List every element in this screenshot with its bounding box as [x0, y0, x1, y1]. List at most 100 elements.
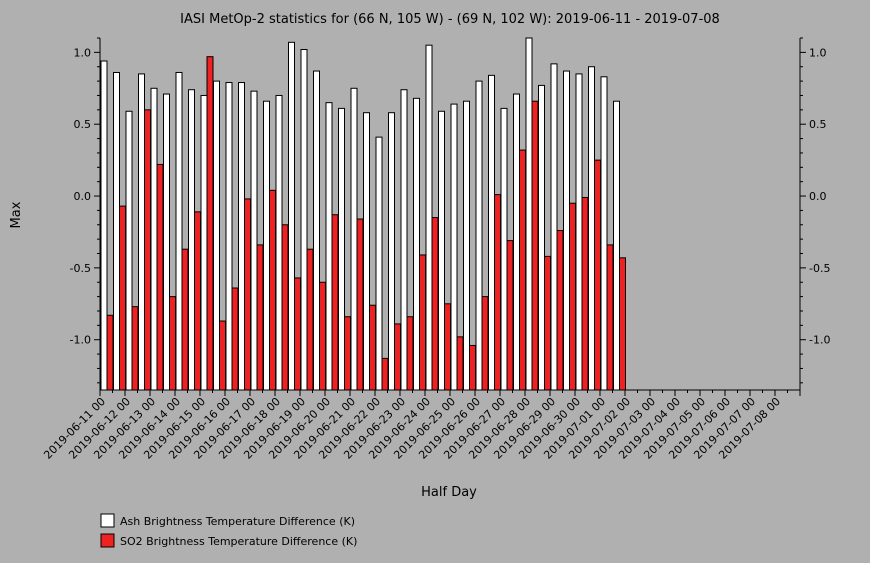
bar-ash [200, 94, 208, 391]
bar-ash [525, 37, 533, 391]
bar-ash [575, 73, 583, 391]
bar-so2 [281, 224, 289, 391]
bar-ash [500, 107, 508, 391]
bar-ash [550, 63, 558, 391]
bar-ash [300, 48, 308, 391]
y-tick-label-left: 0.0 [74, 190, 92, 203]
bar-so2 [544, 255, 551, 391]
bar-so2 [556, 230, 564, 391]
bar-ash [125, 110, 133, 391]
y-tick-label-left: 0.5 [74, 118, 92, 131]
legend: Ash Brightness Temperature Difference (K… [100, 513, 357, 548]
bar-so2 [269, 189, 276, 391]
bar-so2 [231, 287, 239, 391]
bar-ash [238, 82, 245, 391]
bar-so2 [156, 163, 164, 391]
bar-ash [138, 73, 145, 391]
bar-so2 [469, 344, 476, 391]
bar-ash [400, 89, 408, 391]
bar-ash [463, 100, 470, 391]
bar-so2 [106, 314, 114, 391]
bar-so2 [481, 296, 489, 391]
bar-ash [388, 112, 395, 391]
bar-so2 [356, 218, 364, 391]
bar-ash [313, 70, 320, 391]
bar-so2 [581, 196, 589, 391]
bar-ash [488, 74, 495, 391]
y-tick-label-right: 0.5 [809, 118, 827, 131]
bar-so2 [519, 149, 526, 391]
bar-so2 [506, 240, 514, 391]
bar-ash [613, 100, 620, 391]
bar-ash [588, 66, 595, 391]
y-tick-label-right: -0.5 [809, 262, 830, 275]
x-axis-label: Half Day [421, 485, 477, 500]
bar-so2 [394, 323, 401, 391]
y-tick-label-left: -1.0 [70, 334, 91, 347]
bar-ash [450, 103, 458, 391]
bar-ash [113, 71, 120, 391]
bar-so2 [344, 316, 351, 391]
bar-ash [213, 80, 220, 391]
bar-so2 [406, 316, 414, 391]
bar-ash [350, 87, 358, 391]
bar-ash [175, 71, 183, 391]
bar-so2 [456, 336, 464, 391]
bar-ash [413, 97, 420, 391]
plot-area: 1.0 1.00.5 0.50.0 0.0-0.5 -0.5-1.0 -1.02019-0… [41, 37, 830, 462]
bar-ash [475, 80, 483, 391]
bar-ash [225, 82, 233, 391]
bar-ash [163, 93, 170, 391]
bar-so2 [381, 357, 389, 391]
bar-ash [438, 110, 445, 391]
bar-so2 [431, 217, 439, 391]
bar-ash [263, 100, 270, 391]
bar-ash [188, 89, 195, 391]
bar-ash [563, 70, 570, 391]
bar-so2 [194, 211, 201, 391]
bar-so2 [219, 320, 226, 391]
bar-so2 [531, 100, 539, 391]
bar-ash [100, 60, 108, 391]
bar-ash [150, 87, 158, 391]
bar-so2 [206, 56, 214, 391]
bar-so2 [306, 248, 314, 391]
y-tick-label-left: 1.0 [74, 46, 92, 59]
bar-so2 [331, 214, 339, 391]
bar-so2 [131, 306, 139, 391]
bar-so2 [369, 304, 376, 391]
y-tick-label-right: -1.0 [809, 334, 830, 347]
legend-label-ash: Ash Brightness Temperature Difference (K… [120, 515, 355, 528]
y-tick-label-right: 1.0 [809, 46, 827, 59]
bar-ash [375, 136, 383, 391]
bar-ash [325, 102, 333, 391]
bar-so2 [244, 198, 251, 391]
bar-ash [600, 76, 608, 391]
legend-swatch-ash [100, 513, 115, 528]
bar-so2 [319, 281, 326, 391]
bar-so2 [294, 277, 301, 391]
legend-label-so2: SO2 Brightness Temperature Difference (K… [120, 535, 357, 548]
bar-ash [275, 94, 283, 391]
bar-so2 [569, 202, 576, 391]
bar-ash [513, 93, 520, 391]
bar-so2 [619, 257, 626, 391]
bar-so2 [119, 205, 126, 391]
bar-so2 [594, 159, 601, 391]
bar-so2 [256, 244, 264, 391]
bar-ash [338, 107, 345, 391]
y-tick-label-left: -0.5 [70, 262, 91, 275]
y-axis-label: Max [9, 201, 24, 228]
bar-so2 [419, 254, 426, 391]
bar-ash [425, 44, 433, 391]
bar-ash [288, 41, 295, 391]
chart-title: IASI MetOp-2 statistics for (66 N, 105 W… [180, 12, 720, 27]
bar-so2 [144, 109, 151, 391]
bar-ash [538, 84, 545, 391]
legend-swatch-so2 [100, 533, 115, 548]
bar-so2 [181, 248, 189, 391]
bar-ash [363, 112, 370, 391]
bar-so2 [606, 244, 614, 391]
y-tick-label-right: 0.0 [809, 190, 827, 203]
